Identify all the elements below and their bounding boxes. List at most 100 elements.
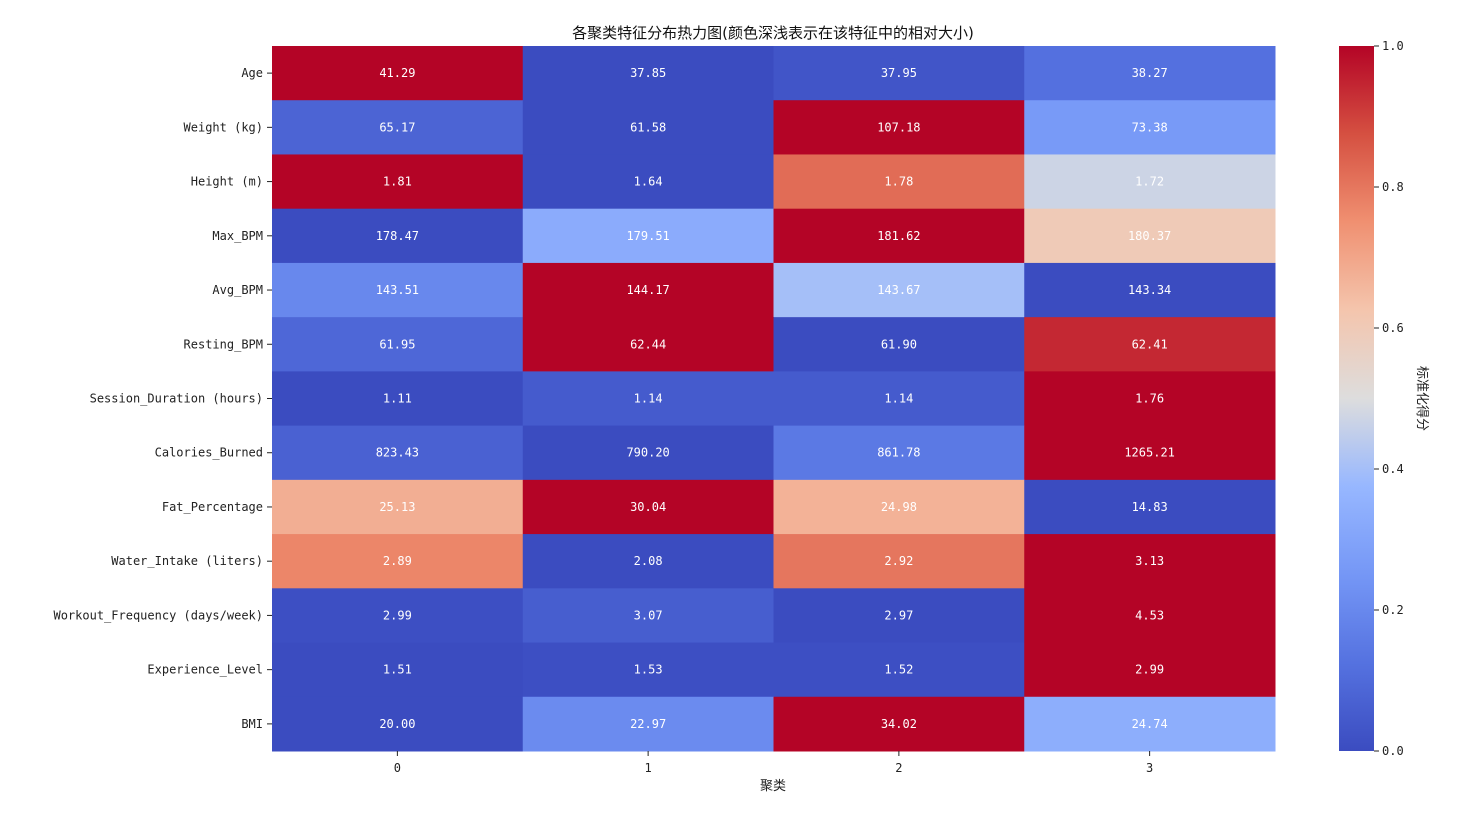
cell-value-label: 22.97: [630, 717, 666, 731]
heatmap-cell: [522, 479, 774, 535]
heatmap-cell: [522, 642, 774, 698]
cell-value-label: 1.53: [634, 663, 663, 677]
heatmap-cell: [1024, 154, 1276, 210]
cell-value-label: 2.99: [383, 608, 412, 622]
heatmap-cell: [522, 317, 774, 372]
cell-value-label: 143.51: [376, 283, 419, 297]
heatmap-cell: [522, 46, 774, 101]
heatmap-cell: [773, 588, 1025, 644]
row-label: Resting_BPM: [184, 337, 263, 351]
colorbar-tick-label: 1.0: [1382, 39, 1404, 53]
cell-value-label: 1.72: [1135, 175, 1164, 189]
heatmap-cell: [522, 262, 774, 318]
heatmap-cell: [773, 317, 1025, 372]
cell-value-label: 2.99: [1135, 663, 1164, 677]
x-axis-title: 聚类: [760, 779, 786, 794]
cell-value-label: 20.00: [379, 717, 415, 731]
heatmap-cell: [1024, 371, 1276, 427]
cell-value-label: 179.51: [626, 229, 669, 243]
colorbar: [1339, 46, 1374, 751]
cell-value-label: 1.14: [634, 392, 663, 406]
heatmap-cell: [773, 371, 1025, 427]
cell-value-label: 1.78: [884, 175, 913, 189]
heatmap-cell: [773, 208, 1025, 264]
heatmap-cell: [773, 154, 1025, 210]
row-label: Max_BPM: [212, 229, 263, 243]
cell-value-label: 1.76: [1135, 392, 1164, 406]
row-label: Age: [241, 66, 263, 80]
cell-value-label: 38.27: [1132, 66, 1168, 80]
cell-value-label: 1.52: [884, 663, 913, 677]
heatmap-cell: [272, 696, 524, 752]
cell-value-label: 861.78: [877, 446, 920, 460]
heatmap-cell: [272, 100, 524, 155]
cell-value-label: 143.67: [877, 283, 920, 297]
cell-value-label: 34.02: [881, 717, 917, 731]
cell-value-label: 178.47: [376, 229, 419, 243]
cell-value-label: 41.29: [379, 66, 415, 80]
heatmap-cell: [773, 262, 1025, 318]
column-labels: 0 1 2 3: [394, 751, 1153, 775]
heatmap-cell: [522, 371, 774, 427]
cell-value-label: 61.90: [881, 337, 917, 351]
colorbar-tick-label: 0.2: [1382, 603, 1404, 617]
cell-value-label: 1265.21: [1124, 446, 1175, 460]
column-label: 0: [394, 761, 401, 775]
heatmap-cell: [272, 317, 524, 372]
cell-value-label: 65.17: [379, 120, 415, 134]
heatmap-cell: [272, 642, 524, 698]
cell-value-label: 181.62: [877, 229, 920, 243]
colorbar-tick-label: 0.4: [1382, 462, 1404, 476]
column-label: 2: [895, 761, 902, 775]
heatmap-cell: [522, 425, 774, 481]
heatmap-cell: [1024, 100, 1276, 155]
chart-title: 各聚类特征分布热力图(颜色深浅表示在该特征中的相对大小): [572, 24, 974, 42]
row-label: Calories_Burned: [155, 446, 263, 460]
heatmap-cell: [522, 154, 774, 210]
cell-value-label: 2.89: [383, 554, 412, 568]
heatmap-cell: [1024, 317, 1276, 372]
heatmap-cell: [272, 208, 524, 264]
heatmap-cell: [1024, 696, 1276, 752]
heatmap-cell: [773, 100, 1025, 155]
row-label: Session_Duration (hours): [90, 392, 263, 406]
cell-value-label: 1.14: [884, 392, 913, 406]
colorbar-gradient: [1339, 46, 1374, 751]
column-label: 1: [645, 761, 652, 775]
heatmap-cell: [522, 100, 774, 155]
cell-value-label: 790.20: [626, 446, 669, 460]
heatmap-cell: [1024, 425, 1276, 481]
colorbar-tick-label: 0.8: [1382, 180, 1404, 194]
heatmap-cell: [1024, 588, 1276, 644]
heatmap-cell: [773, 425, 1025, 481]
heatmap-cell: [1024, 534, 1276, 589]
row-label: Experience_Level: [147, 663, 263, 677]
heatmap-cells: 41.29 37.85 37.95 38.27 65.17 61.58 107.18 73.3…: [272, 46, 1276, 752]
row-label: Weight (kg): [184, 120, 263, 134]
cell-value-label: 1.81: [383, 175, 412, 189]
heatmap-cell: [522, 696, 774, 752]
heatmap-cell: [1024, 46, 1276, 101]
cell-value-label: 143.34: [1128, 283, 1171, 297]
heatmap-cell: [522, 534, 774, 589]
cell-value-label: 37.95: [881, 66, 917, 80]
heatmap-cell: [272, 262, 524, 318]
cell-value-label: 1.64: [634, 175, 663, 189]
cell-value-label: 61.95: [379, 337, 415, 351]
heatmap-cell: [1024, 208, 1276, 264]
cell-value-label: 180.37: [1128, 229, 1171, 243]
colorbar-tick-label: 0.6: [1382, 321, 1404, 335]
heatmap-cell: [1024, 642, 1276, 698]
cell-value-label: 3.07: [634, 608, 663, 622]
heatmap-cell: [773, 534, 1025, 589]
heatmap-cell: [272, 588, 524, 644]
row-label: Fat_Percentage: [162, 500, 263, 514]
heatmap-cell: [272, 154, 524, 210]
cell-value-label: 14.83: [1132, 500, 1168, 514]
heatmap-cell: [1024, 262, 1276, 318]
cell-value-label: 24.74: [1132, 717, 1168, 731]
row-label: Water_Intake (liters): [111, 554, 263, 568]
heatmap-cell: [272, 371, 524, 427]
heatmap-cell: [272, 479, 524, 535]
